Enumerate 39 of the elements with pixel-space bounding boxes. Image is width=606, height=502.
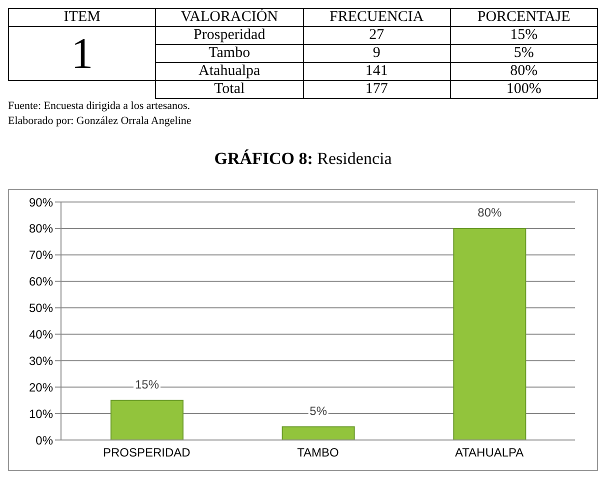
- x-tick-label: TAMBO: [297, 446, 339, 460]
- x-tick-label: ATAHUALPA: [454, 446, 524, 460]
- text: 15%: [450, 26, 598, 44]
- text: Total: [156, 80, 303, 98]
- text: 1: [8, 26, 156, 80]
- text: FRECUENCIA: [303, 8, 450, 26]
- text: ITEM: [8, 8, 156, 26]
- x-tick-label: PROSPERIDAD: [102, 446, 191, 460]
- text: 177: [303, 80, 450, 98]
- y-tick-label: 70%: [28, 248, 54, 262]
- y-tick-label: 30%: [28, 354, 54, 368]
- text: PORCENTAJE: [450, 8, 598, 26]
- y-tick-label: 20%: [28, 380, 54, 394]
- bar: [453, 228, 526, 440]
- chart-title: GRÁFICO 8: Residencia: [213, 149, 393, 169]
- text: 27: [303, 26, 450, 44]
- text: 80%: [450, 62, 598, 80]
- y-tick-label: 40%: [28, 327, 54, 342]
- data-label: 15%: [134, 377, 160, 392]
- text: Prosperidad: [156, 26, 303, 44]
- y-tick-label: 80%: [28, 222, 54, 236]
- source-note: Fuente: Encuesta dirigida a los artesanos.: [8, 99, 192, 114]
- y-tick-label: 0%: [36, 433, 54, 448]
- data-label: 5%: [310, 404, 328, 418]
- bar: [282, 426, 355, 440]
- text: VALORACIÓN: [156, 8, 303, 26]
- text: Tambo: [156, 44, 303, 62]
- data-label: 80%: [478, 205, 502, 220]
- y-tick-label: 10%: [28, 406, 54, 421]
- bar: [110, 400, 184, 440]
- text: 5%: [450, 44, 598, 62]
- y-tick-label: 90%: [28, 195, 54, 210]
- y-tick-label: 50%: [28, 301, 54, 316]
- text: 100%: [450, 80, 598, 98]
- text: 141: [303, 62, 450, 80]
- y-tick-label: 60%: [28, 274, 54, 289]
- text: 9: [303, 44, 450, 62]
- text: Atahualpa: [156, 62, 303, 80]
- text: Elaborado por: González Orrala Angeline: [8, 114, 192, 129]
